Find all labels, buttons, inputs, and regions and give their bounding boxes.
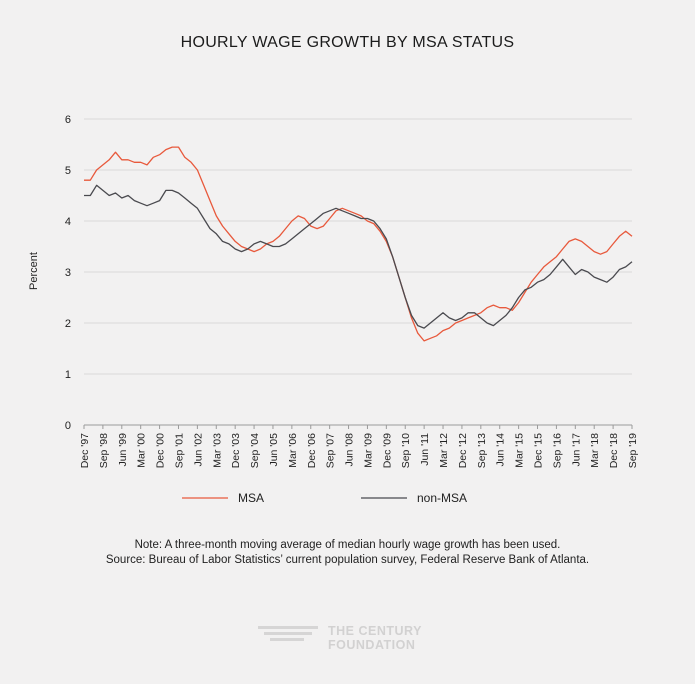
x-tick-label: Mar '15	[514, 433, 526, 468]
chart-notes: Note: A three-month moving average of me…	[0, 538, 695, 568]
y-tick-label: 6	[65, 114, 71, 126]
century-foundation-logo: THE CENTURY FOUNDATION	[258, 622, 448, 654]
x-tick-label: Sep '98	[98, 433, 110, 468]
x-tick-label: Mar '06	[287, 433, 299, 468]
x-tick-label: Sep '07	[325, 433, 337, 468]
y-axis-label: Percent	[28, 252, 40, 290]
x-tick-label: Dec '15	[533, 433, 545, 468]
x-tick-label: Mar '18	[589, 433, 601, 468]
series-lines	[84, 146, 633, 342]
x-tick-label: Jun '02	[192, 433, 204, 467]
legend: MSA non-MSA	[182, 491, 467, 505]
x-tick-label: Mar '12	[438, 433, 450, 468]
x-tick-label: Jun '99	[117, 433, 129, 467]
note-text: Note: A three-month moving average of me…	[134, 539, 561, 551]
x-tick-label: Dec '06	[306, 433, 318, 468]
y-tick-label: 5	[65, 165, 71, 177]
y-tick-label: 1	[65, 369, 71, 381]
x-tick-label: Dec '03	[230, 433, 242, 468]
x-tick-label: Dec '97	[79, 433, 91, 468]
chart-title: HOURLY WAGE GROWTH BY MSA STATUS	[180, 34, 515, 51]
x-tick-label: Jun '11	[419, 433, 431, 466]
y-tick-label: 3	[65, 267, 71, 279]
x-tick-label: Dec '12	[457, 433, 469, 468]
x-tick-label: Jun '05	[268, 433, 280, 467]
logo-mark-icon	[258, 626, 318, 644]
x-tick-label: Dec '18	[608, 433, 620, 468]
y-tick-label: 4	[65, 216, 71, 228]
x-tick-label: Sep '01	[173, 433, 185, 468]
x-tick-label: Mar '03	[211, 433, 223, 468]
y-tick-label: 2	[65, 318, 71, 330]
x-tick-label: Sep '04	[249, 433, 261, 468]
logo-line-1: THE CENTURY	[328, 624, 422, 638]
x-tick-label: Mar '00	[136, 433, 148, 468]
x-tick-label: Dec '09	[381, 433, 393, 468]
x-axis: Dec '97 Sep '98 Jun '99 Mar '00 Dec '00 Sep '…	[79, 425, 639, 468]
y-tick-label: 0	[65, 420, 71, 432]
x-tick-label: Jun '14	[495, 433, 507, 467]
x-tick-label: Jun '08	[344, 433, 356, 467]
legend-label-msa: MSA	[238, 491, 264, 505]
x-tick-label: Sep '16	[551, 433, 563, 468]
x-tick-label: Sep '10	[400, 433, 412, 468]
x-tick-label: Sep '19	[627, 433, 639, 468]
x-tick-label: Mar '09	[362, 433, 374, 468]
source-text: Source: Bureau of Labor Statistics’ curr…	[105, 554, 590, 566]
logo-line-2: FOUNDATION	[328, 638, 416, 652]
x-tick-label: Jun '17	[570, 433, 582, 467]
legend-label-non-msa: non-MSA	[417, 491, 467, 505]
series-line-msa	[84, 146, 633, 342]
x-tick-label: Sep '13	[476, 433, 488, 468]
x-tick-label: Dec '00	[155, 433, 167, 468]
y-axis: 0 1 2 3 4 5 6	[65, 114, 71, 432]
series-line-non-msa	[84, 184, 633, 329]
grid	[84, 118, 632, 426]
